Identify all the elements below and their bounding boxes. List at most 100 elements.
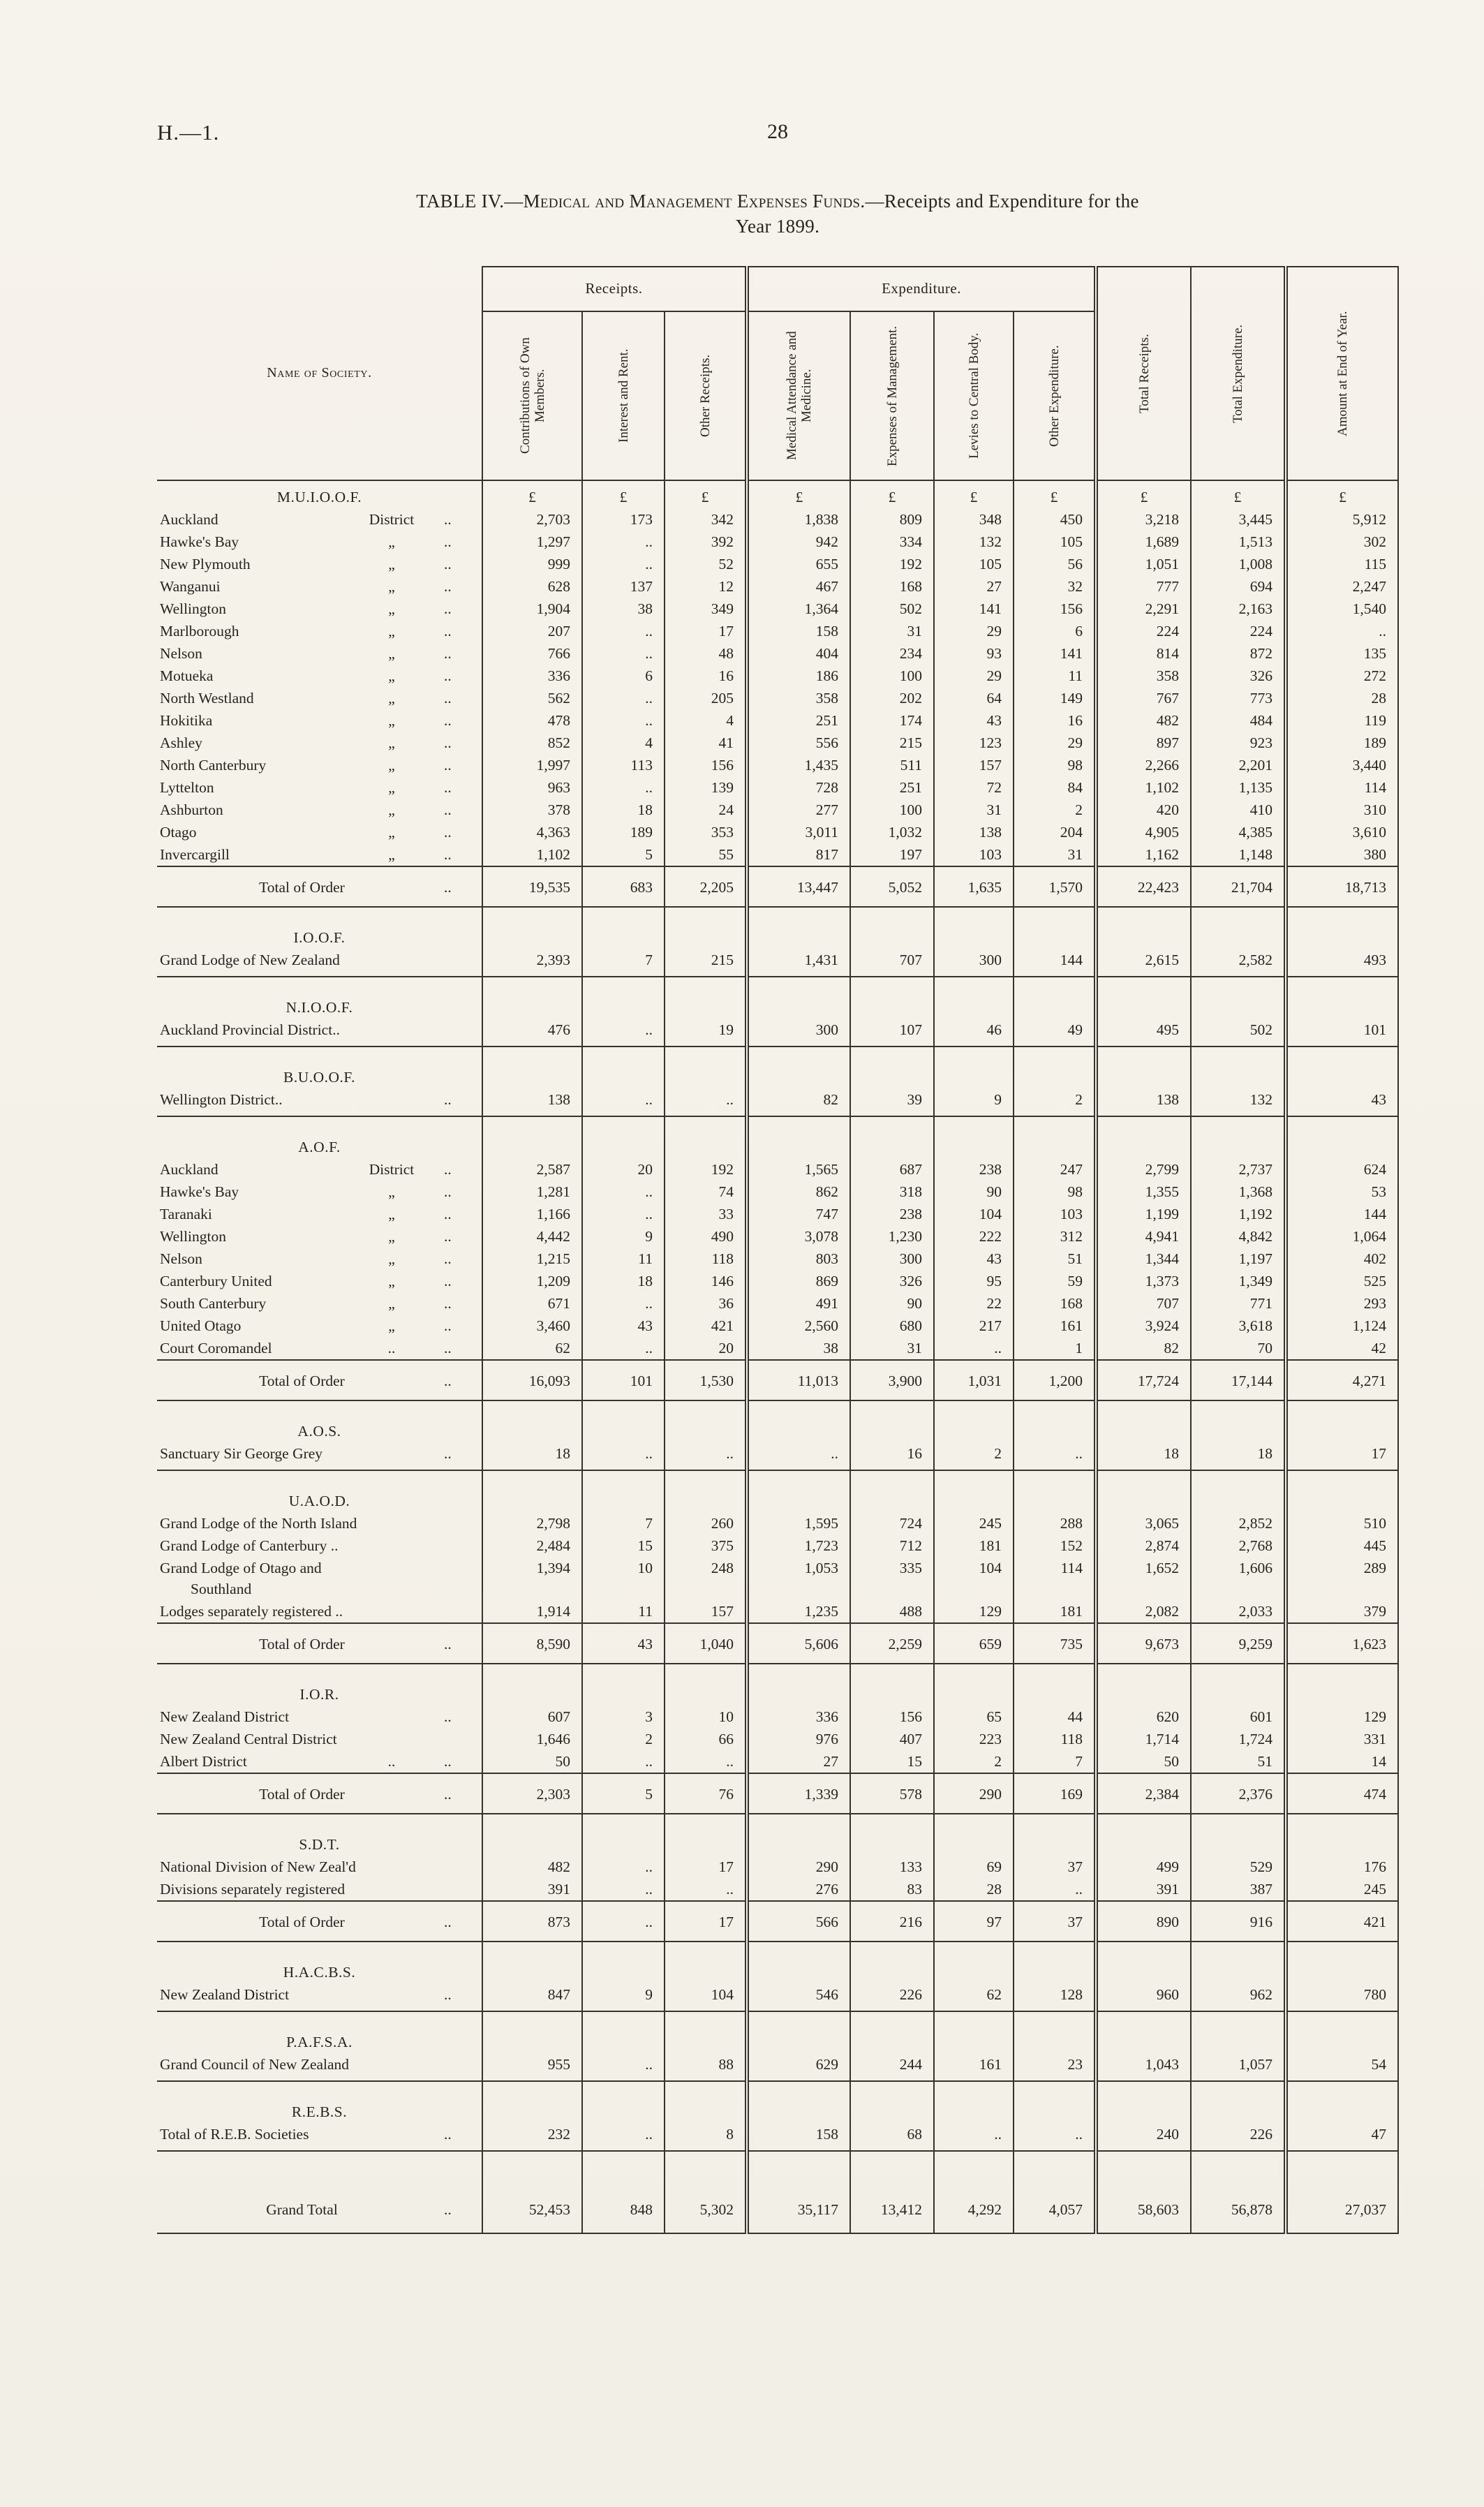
value-cell: 2,852 xyxy=(1190,1511,1286,1534)
contributions-label: Contributions of Own Members. xyxy=(517,337,547,454)
value-cell: 42 xyxy=(1284,1336,1400,1360)
value-cell: .. xyxy=(581,1855,665,1878)
value-cell: 11 xyxy=(581,1599,665,1623)
expenses-of-management-label: Expenses of Management. xyxy=(884,325,900,466)
value-cell: .. xyxy=(581,1202,665,1225)
society-name-cell: Grand Lodge of the North Island xyxy=(157,1512,482,1534)
currency-symbol-cell xyxy=(482,1116,582,1158)
society-name: Hawke's Bay xyxy=(160,533,239,550)
value-cell: 114 xyxy=(1013,1556,1097,1600)
name-cell-content: Ashburton „.. xyxy=(160,799,479,820)
value-cell: 144 xyxy=(1284,1202,1400,1225)
value-cell: 476 xyxy=(482,1018,582,1047)
section-label: I.O.R. xyxy=(299,1685,339,1703)
currency-symbol-cell xyxy=(933,1470,1014,1512)
table-body: M.U.I.O.O.F. £ £ £ £ £ £ £ £ £ £ Auckland District..… xyxy=(157,480,1400,2234)
value-cell: 817 xyxy=(745,843,851,866)
ditto-mark: „ xyxy=(388,1317,395,1334)
society-name-cell: North Canterbury „.. xyxy=(157,754,482,776)
name-cell-content: Total of Order.. xyxy=(160,877,479,898)
value-cell: 336 xyxy=(482,664,582,687)
currency-symbol-cell xyxy=(482,976,582,1019)
currency-symbol-cell: £ xyxy=(1284,480,1400,508)
title-smallcaps: Medical and Management Expenses Funds. xyxy=(523,191,866,212)
currency-symbol-cell xyxy=(482,2080,582,2123)
currency-symbol-cell xyxy=(663,1400,748,1442)
value-cell: 5,302 xyxy=(663,2150,748,2234)
value-cell: 97 xyxy=(933,1900,1014,1942)
value-cell: 129 xyxy=(933,1599,1014,1623)
society-name: North Westland xyxy=(160,689,254,707)
section-header-row: H.A.C.B.S. xyxy=(157,1941,1400,1983)
value-cell: 482 xyxy=(1094,709,1192,732)
society-name: South Canterbury xyxy=(160,1294,267,1312)
currency-symbol-cell xyxy=(482,1400,582,1442)
value-cell: 629 xyxy=(745,2053,851,2082)
value-cell: 659 xyxy=(933,1622,1014,1664)
currency-symbol-cell xyxy=(1013,906,1097,949)
value-cell: 318 xyxy=(849,1180,935,1203)
value-cell: 31 xyxy=(933,798,1014,821)
dot-leader: .. xyxy=(444,1635,452,1652)
column-header-total-receipts: Total Receipts. xyxy=(1094,265,1192,481)
value-cell: 4,842 xyxy=(1190,1225,1286,1248)
value-cell: 488 xyxy=(849,1599,935,1623)
value-cell: 873 xyxy=(482,1900,582,1942)
name-cell-content: Auckland Provincial District.. xyxy=(160,1019,479,1040)
society-name-cell: Hawke's Bay „.. xyxy=(157,531,482,553)
value-cell: 104 xyxy=(933,1556,1014,1600)
value-cell: 1,565 xyxy=(745,1158,851,1181)
value-cell: 4,442 xyxy=(482,1225,582,1248)
value-cell: 98 xyxy=(1013,1180,1097,1203)
society-name-cell: Auckland Provincial District.. xyxy=(157,1018,482,1047)
currency-symbol-cell xyxy=(1094,1116,1192,1158)
table-title-line1: TABLE IV.—Medical and Management Expense… xyxy=(157,188,1398,214)
value-cell: 52 xyxy=(663,552,748,575)
value-cell: 226 xyxy=(849,1983,935,2012)
value-cell: 217 xyxy=(933,1314,1014,1337)
value-cell: 36 xyxy=(663,1292,748,1315)
value-cell: 773 xyxy=(1190,686,1286,709)
value-cell: 1,064 xyxy=(1284,1225,1400,1248)
currency-symbol-cell xyxy=(1284,1813,1400,1856)
society-name-cell: Canterbury United „.. xyxy=(157,1270,482,1292)
society-name: New Zealand Central District xyxy=(160,1730,337,1747)
currency-symbol-cell xyxy=(581,1813,665,1856)
society-name-cell: Total of Order.. xyxy=(157,1622,482,1664)
value-cell: 288 xyxy=(1013,1511,1097,1534)
value-cell: 2,201 xyxy=(1190,753,1286,776)
value-cell: 694 xyxy=(1190,575,1286,598)
currency-symbol-cell xyxy=(581,1941,665,1983)
value-cell: 5 xyxy=(581,843,665,866)
value-cell: 9 xyxy=(933,1088,1014,1117)
dot-leader: .. xyxy=(444,1183,452,1200)
value-cell: 562 xyxy=(482,686,582,709)
value-cell: 46 xyxy=(933,1018,1014,1047)
value-cell: 215 xyxy=(663,948,748,977)
value-cell: 82 xyxy=(1094,1336,1192,1360)
currency-symbol-cell xyxy=(1190,1470,1286,1512)
currency-symbol-cell xyxy=(849,976,935,1019)
society-row: Ashley „.. 852 4 41 556 215 123 29 897 923 189 xyxy=(157,731,1400,754)
society-name-cell: Court Coromandel.... xyxy=(157,1337,482,1360)
value-cell: 407 xyxy=(849,1727,935,1750)
value-cell: 380 xyxy=(1284,843,1400,866)
ditto-mark: District xyxy=(369,510,415,528)
currency-symbol-cell xyxy=(1013,2011,1097,2053)
value-cell: 69 xyxy=(933,1855,1014,1878)
ditto-mark: „ xyxy=(388,1227,395,1245)
value-cell: 1,364 xyxy=(745,597,851,620)
currency-symbol-cell: £ xyxy=(663,480,748,508)
value-cell: .. xyxy=(663,1088,748,1117)
value-cell: 245 xyxy=(1284,1877,1400,1901)
society-name: Motueka xyxy=(160,667,214,684)
section-header-row: B.U.O.O.F. xyxy=(157,1046,1400,1088)
dot-leader: .. xyxy=(444,801,452,818)
value-cell: 707 xyxy=(1094,1292,1192,1315)
value-cell: 2,874 xyxy=(1094,1534,1192,1557)
value-cell: 1,431 xyxy=(745,948,851,977)
value-cell: 276 xyxy=(745,1877,851,1901)
value-cell: 118 xyxy=(1013,1727,1097,1750)
total-row: Total of Order.. 873.. 17 566 216 97 37 890 916 4… xyxy=(157,1900,1400,1942)
name-cell-content: United Otago „.. xyxy=(160,1315,479,1336)
